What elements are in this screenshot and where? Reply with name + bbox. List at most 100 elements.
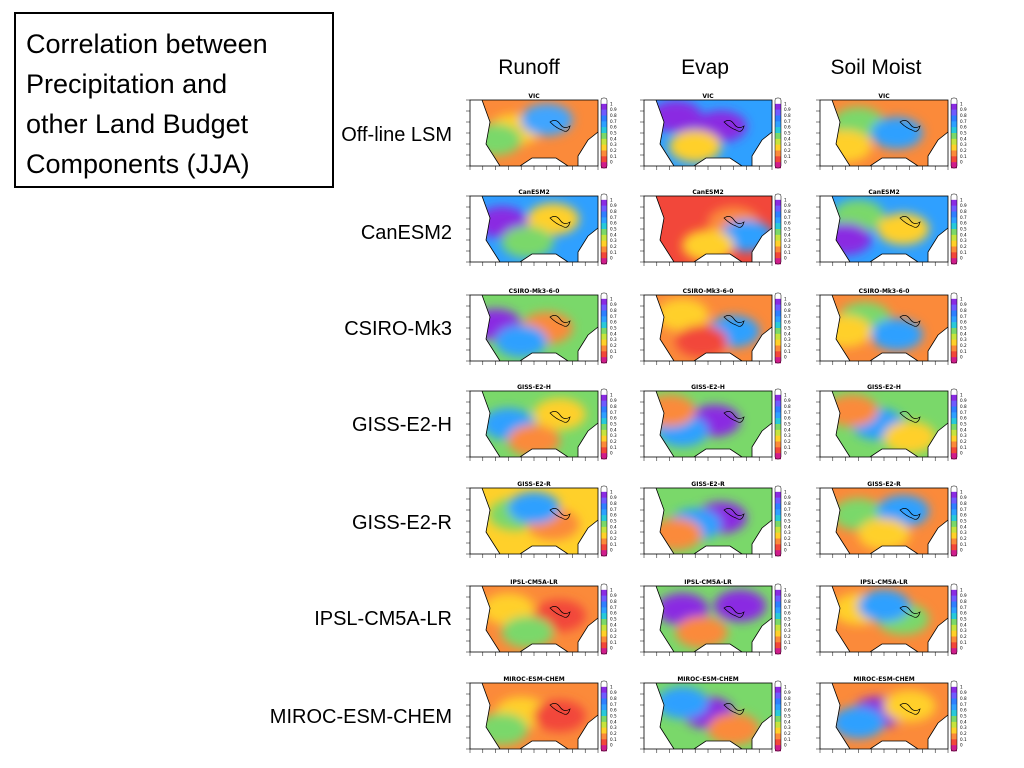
colorbar-tick-label: 0.6 (960, 611, 967, 616)
colorbar-segment (951, 394, 957, 401)
colorbar-segment (601, 698, 607, 705)
coastline (481, 295, 598, 361)
colorbar-tick-label: 0.8 (960, 113, 967, 118)
colorbar-tick-label: 0.5 (610, 714, 617, 719)
colorbar-segment (601, 532, 607, 539)
colorbar-segment (775, 223, 781, 230)
colorbar-tick-label: 0.7 (784, 314, 791, 319)
colorbar-segment (775, 121, 781, 128)
ocean-area (752, 327, 772, 361)
colorbar-segment (775, 648, 781, 655)
colorbar-tick-label: 0.6 (960, 416, 967, 421)
colorbar-segment (775, 692, 781, 699)
colorbar-segment (951, 345, 957, 352)
row-label: CanESM2 (360, 222, 452, 244)
map-panel-svg: VIC 10.90.80.70.60.50.40.30.20.10 (816, 93, 967, 170)
coastline (655, 488, 772, 554)
colorbar-segment (951, 509, 957, 516)
colorbar-tick-label: 0.4 (784, 719, 791, 724)
colorbar-segment (951, 686, 957, 693)
colorbar-segment (775, 304, 781, 311)
colorbar-segment (775, 240, 781, 247)
colorbar-tick-label: 0.6 (784, 221, 791, 226)
coastline (831, 196, 948, 262)
colorbar-segment (601, 389, 607, 396)
colorbar-tick-label: 0.6 (784, 416, 791, 421)
map-panel: GISS-E2-H 1 0.9 0.8 0.7 0.6 0.5 0.4 0.3 0.2 0.1 0 (810, 383, 988, 465)
colorbar-segment (601, 127, 607, 134)
colorbar-frame (774, 485, 782, 557)
panel-title: IPSL-CM5A-LR (510, 579, 558, 586)
coastline (655, 295, 772, 361)
colorbar-segment (601, 704, 607, 711)
colorbar-segment (775, 613, 781, 620)
colorbar-tick-label: 0.9 (960, 593, 967, 598)
colorbar-tick-label: 0.9 (610, 593, 617, 598)
colorbar-tick-label: 0.4 (784, 524, 791, 529)
colorbar-segment (775, 584, 781, 591)
colorbar-tick-label: 0.2 (960, 731, 967, 736)
colorbar-segment (775, 550, 781, 557)
colorbar-tick-label: 0.9 (610, 690, 617, 695)
ocean-area (752, 715, 772, 749)
colorbar-tick-label: 0.9 (960, 302, 967, 307)
ocean-area (470, 100, 500, 166)
colorbar-tick-label: 0.6 (960, 125, 967, 130)
colorbar-segment (775, 745, 781, 752)
colorbar-tick-label: 0.2 (610, 536, 617, 541)
panel-title: VIC (878, 93, 890, 100)
great-lakes-outline (899, 703, 921, 715)
field-blob (675, 325, 728, 358)
great-lakes-outline (899, 411, 921, 423)
colorbar-segment (601, 234, 607, 241)
colorbar-segment (951, 121, 957, 128)
ocean-area (820, 196, 850, 262)
row-label: GISS-E2-R (351, 512, 452, 534)
colorbar-segment (951, 316, 957, 323)
colorbar-segment (951, 595, 957, 602)
colorbar-segment (775, 316, 781, 323)
colorbar-segment (601, 447, 607, 454)
colorbar-segment (951, 351, 957, 358)
ocean-area (520, 741, 568, 749)
panel-title: IPSL-CM5A-LR (684, 579, 732, 586)
colorbar-segment (951, 532, 957, 539)
colorbar-tick-label: 0.6 (784, 611, 791, 616)
colorbar-tick-label: 0.8 (960, 209, 967, 214)
map-panel: CanESM2 1 0.9 0.8 0.7 0.6 0.5 0.4 0.3 0.2 0.1 0 (460, 188, 638, 270)
colorbar-segment (601, 418, 607, 425)
colorbar-tick-label: 0.4 (960, 136, 967, 141)
colorbar-segment (951, 716, 957, 723)
colorbar-tick-label: 0.2 (610, 439, 617, 444)
colorbar-tick-label: 0.6 (960, 221, 967, 226)
colorbar-tick-label: 0.7 (960, 605, 967, 610)
colorbar-tick-label: 1 (960, 101, 963, 106)
coastline (481, 391, 598, 457)
map-panel: VIC 1 0.9 0.8 0.7 0.6 0.5 0.4 0.3 0.2 0.1 0 (460, 92, 638, 174)
colorbar-segment (775, 144, 781, 151)
great-lakes-outline (723, 216, 745, 228)
colorbar-tick-label: 0.2 (960, 343, 967, 348)
colorbar-segment (601, 339, 607, 346)
colorbar-segment (775, 619, 781, 626)
colorbar-tick-label: 0.6 (610, 125, 617, 130)
colorbar-segment (951, 194, 957, 201)
colorbar-tick-label: 0.6 (610, 513, 617, 518)
colorbar-tick-label: 0.9 (960, 203, 967, 208)
colorbar-tick-label: 0.5 (784, 326, 791, 331)
ocean-area (870, 158, 918, 166)
colorbar-segment (775, 115, 781, 122)
colorbar-tick-label: 0.9 (784, 690, 791, 695)
colorbar-tick-label: 0.8 (610, 113, 617, 118)
colorbar-tick-label: 0.8 (960, 696, 967, 701)
colorbar-tick-label: 1 (784, 587, 787, 592)
field-blob (707, 713, 760, 746)
colorbar-segment (951, 412, 957, 419)
ocean-area (752, 228, 772, 262)
colorbar-segment (951, 229, 957, 236)
map-panel-svg: CanESM2 10.90.80.70.60.50.40.30.20.10 (640, 189, 791, 266)
row-label: IPSL-CM5A-LR (314, 608, 452, 630)
colorbar-segment (601, 394, 607, 401)
colorbar-tick-label: 0.3 (610, 238, 617, 243)
colorbar-tick-label: 0.4 (610, 331, 617, 336)
